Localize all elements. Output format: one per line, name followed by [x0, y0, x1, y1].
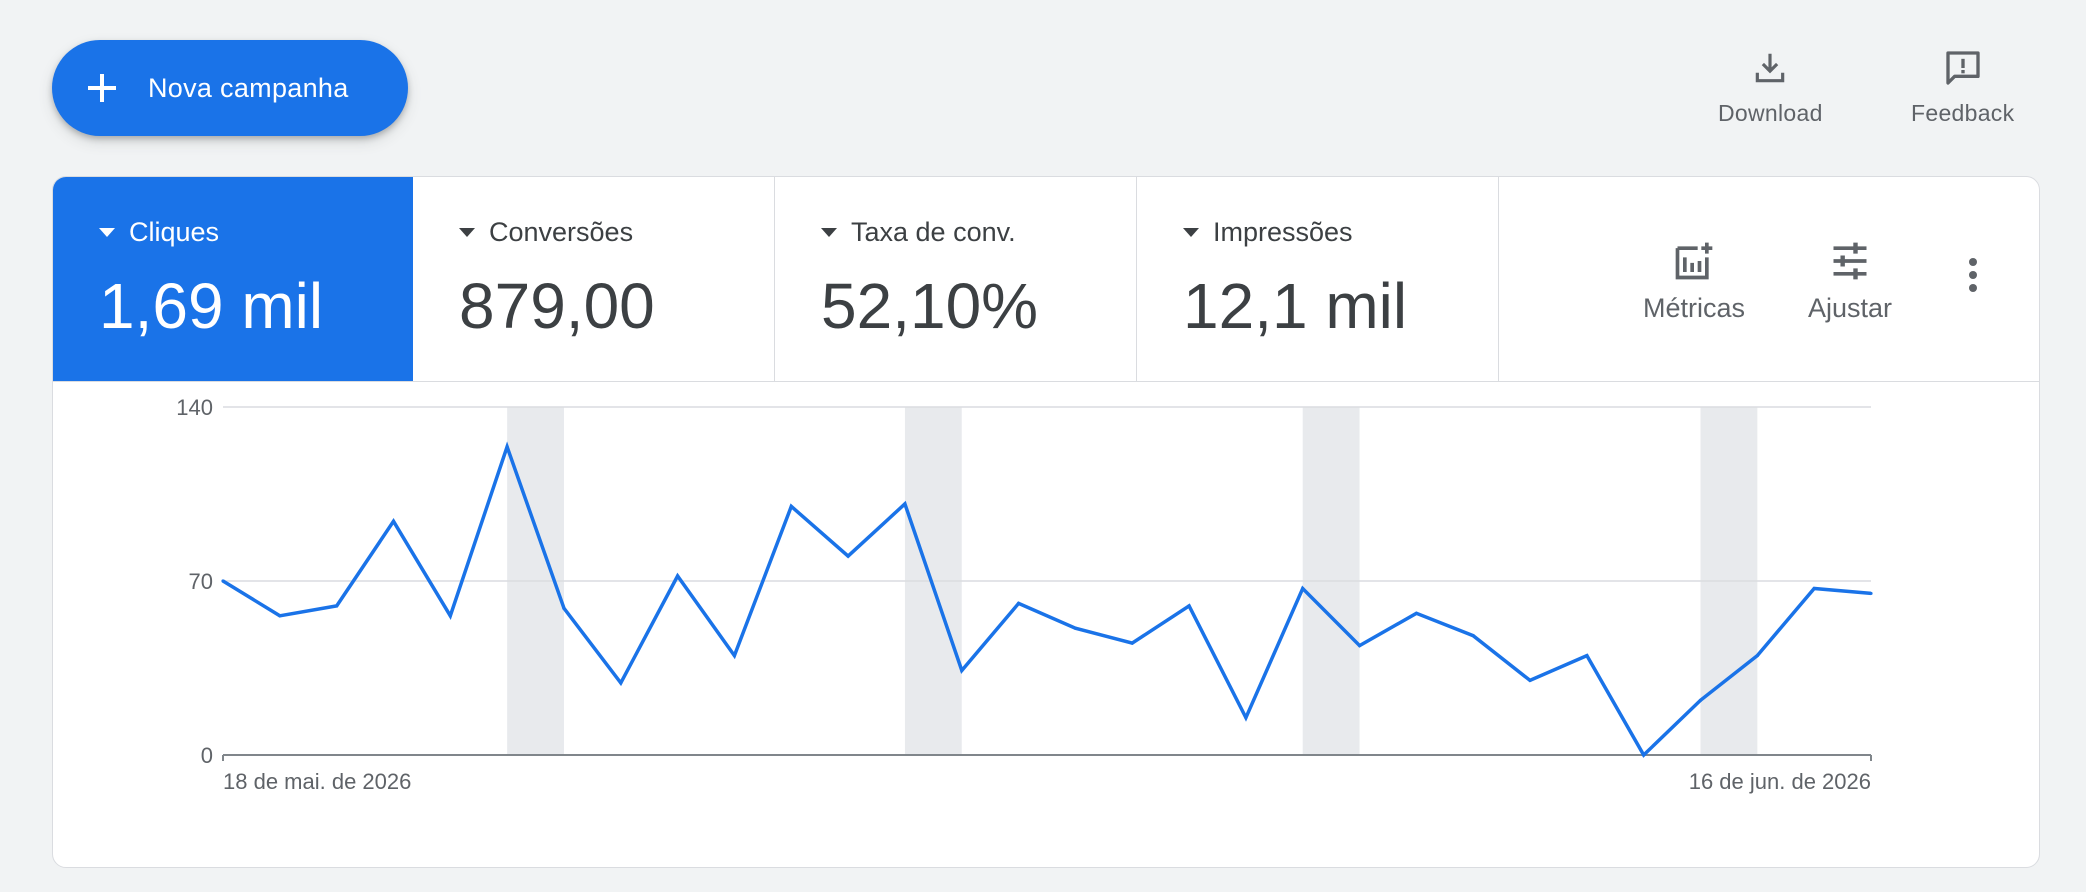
data-point [1471, 634, 1475, 638]
data-point [278, 614, 282, 618]
data-point [562, 606, 566, 610]
data-point [335, 604, 339, 608]
more-vert-icon [1967, 255, 1979, 300]
download-button[interactable]: Download [1718, 44, 1823, 127]
new-campaign-label: Nova campanha [148, 72, 349, 103]
x-end-label: 16 de jun. de 2026 [1689, 769, 1871, 794]
y-tick-label: 0 [201, 743, 213, 768]
data-point [1130, 641, 1134, 645]
metric-value: 1,69 mil [99, 270, 324, 342]
metric-value: 879,00 [459, 270, 655, 342]
data-point [619, 681, 623, 685]
data-point [1073, 626, 1078, 630]
metric-tile-taxa-de-conv[interactable]: Taxa de conv. 52,10% [775, 177, 1137, 381]
performance-card: Cliques 1,69 mil Conversões 879,00 Taxa … [52, 176, 2040, 868]
metric-name-row: Impressões [1183, 217, 1353, 248]
tune-icon [1826, 237, 1874, 285]
y-tick-label: 70 [189, 569, 213, 594]
caret-down-icon [821, 228, 837, 237]
download-icon [1746, 44, 1794, 92]
metric-name-row: Taxa de conv. [821, 217, 1016, 248]
data-point [1812, 586, 1816, 591]
metric-name-row: Cliques [99, 217, 219, 248]
adjust-button[interactable]: Ajustar [1808, 237, 1892, 324]
data-point [221, 579, 225, 583]
data-point [903, 502, 907, 506]
feedback-label: Feedback [1911, 100, 2015, 126]
caret-down-icon [1183, 228, 1199, 237]
metric-name: Taxa de conv. [851, 217, 1016, 247]
data-point [676, 574, 680, 578]
series-line-cliques [222, 441, 1872, 758]
clicks-line-chart: 0 70 140 18 de mai. de 2026 16 de jun. de 20… [176, 395, 1873, 794]
data-point [1187, 604, 1191, 608]
download-label: Download [1718, 100, 1823, 126]
adjust-label: Ajustar [1808, 293, 1893, 323]
data-point [1244, 716, 1248, 720]
metric-tile-conversoes[interactable]: Conversões 879,00 [413, 177, 775, 381]
data-point [1642, 753, 1646, 757]
data-point [505, 445, 509, 449]
caret-down-icon [459, 228, 475, 237]
data-point [960, 668, 964, 673]
metric-tile-cliques[interactable]: Cliques 1,69 mil [53, 177, 413, 381]
new-campaign-button[interactable]: Nova campanha [52, 40, 408, 136]
metric-name: Impressões [1213, 217, 1353, 247]
data-point [1585, 653, 1589, 658]
data-point [1528, 678, 1532, 683]
metric-value: 52,10% [821, 270, 1039, 342]
metric-name: Cliques [129, 217, 220, 247]
data-point [448, 614, 452, 618]
metrics-label: Métricas [1643, 293, 1746, 323]
metric-tiles-row: Cliques 1,69 mil Conversões 879,00 Taxa … [53, 177, 2039, 382]
data-point [391, 519, 396, 523]
add-chart-icon [1670, 237, 1718, 285]
y-tick-label: 140 [176, 395, 213, 420]
x-start-label: 18 de mai. de 2026 [223, 769, 411, 794]
feedback-icon [1939, 44, 1987, 92]
data-point [1698, 698, 1703, 702]
data-point [1414, 611, 1418, 615]
caret-down-icon [99, 228, 115, 237]
data-point [846, 554, 850, 558]
data-point [1016, 601, 1021, 605]
feedback-button[interactable]: Feedback [1911, 44, 2014, 127]
data-point [1869, 591, 1873, 596]
metric-name-row: Conversões [459, 217, 633, 248]
data-point [1755, 653, 1759, 658]
data-point [1357, 644, 1362, 648]
data-point [789, 504, 793, 509]
metric-value: 12,1 mil [1183, 270, 1408, 342]
more-options-button[interactable] [1953, 253, 1993, 301]
metric-name: Conversões [489, 217, 634, 247]
data-point [732, 653, 737, 658]
plus-icon [82, 68, 122, 108]
metric-tile-impressoes[interactable]: Impressões 12,1 mil [1137, 177, 1499, 381]
metrics-button[interactable]: Métricas [1643, 237, 1745, 324]
data-point [1301, 586, 1305, 591]
